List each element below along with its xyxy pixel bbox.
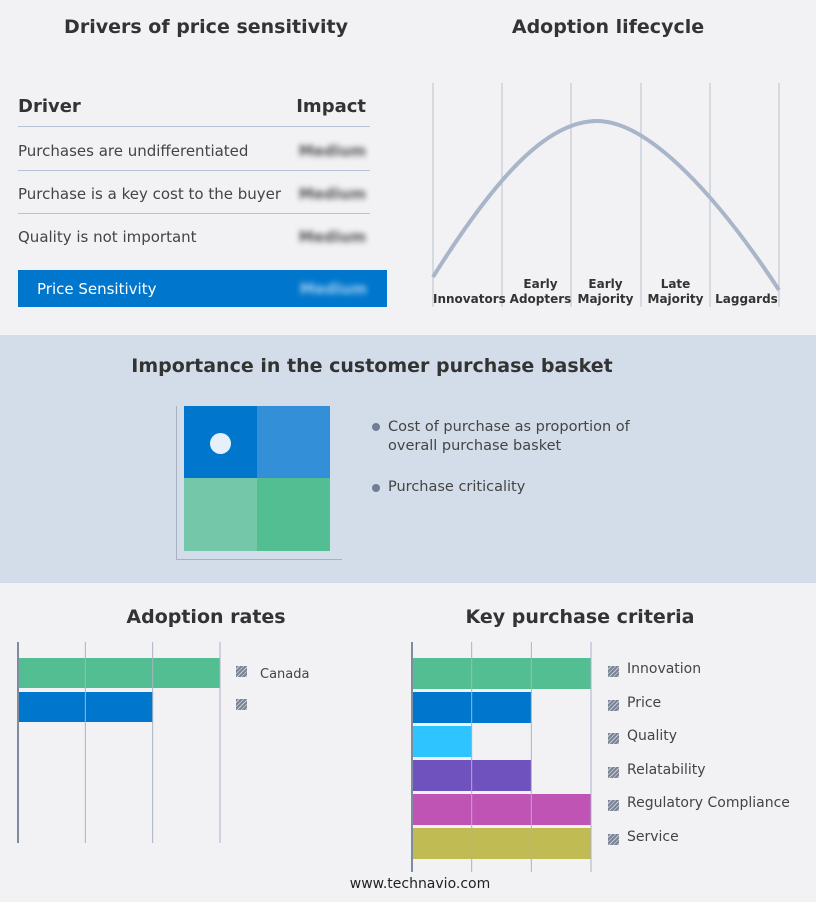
legend-swatch-icon: [608, 800, 619, 812]
legend-label: Price: [627, 694, 662, 711]
driver-row: Purchase is a key cost to the buyer Mediu…: [18, 171, 370, 214]
drivers-title: Drivers of price sensitivity: [64, 16, 348, 38]
adoption-rates-title: Adoption rates: [126, 606, 286, 628]
bar: [412, 658, 591, 689]
legend-label: Canada: [260, 667, 310, 682]
stage-label: Laggards: [715, 292, 778, 306]
driver-row: Purchases are undifferentiated Medium: [18, 128, 370, 171]
matrix-quadrant: [184, 478, 257, 551]
legend-label: Relatability: [627, 761, 706, 778]
bullet-icon: [372, 484, 380, 492]
driver-label: Purchase is a key cost to the buyer: [18, 185, 282, 203]
basket-legend-item: Purchase criticality: [388, 479, 526, 495]
driver-row: Quality is not important Medium: [18, 214, 370, 257]
stage-label: Innovators: [433, 292, 506, 306]
driver-col-header: Driver: [18, 96, 81, 117]
drivers-header: Driver Impact: [18, 84, 370, 127]
footer-url: www.technavio.com: [349, 876, 491, 892]
basket-title: Importance in the customer purchase bask…: [131, 355, 613, 377]
impact-value: Medium: [298, 142, 366, 160]
matrix-y-axis: [176, 406, 177, 560]
legend-swatch-icon: [608, 834, 619, 845]
matrix-quadrant: [257, 478, 330, 551]
bar: [412, 794, 591, 825]
summary-impact: Medium: [299, 280, 367, 298]
legend-label: Quality: [627, 728, 678, 745]
impact-value: Medium: [298, 228, 366, 246]
stage-label: Early Adopters: [509, 277, 572, 306]
adoption-rates-chart: [17, 642, 221, 843]
bar: [18, 658, 220, 688]
legend-swatch-icon: [608, 766, 619, 778]
legend-swatch-icon: [608, 666, 619, 677]
legend-swatch-icon: [236, 666, 247, 677]
bullet-icon: [372, 423, 380, 431]
legend-swatch-icon: [236, 699, 247, 710]
impact-col-header: Impact: [296, 96, 366, 117]
driver-label: Purchases are undifferentiated: [18, 142, 249, 160]
impact-value: Medium: [298, 185, 366, 203]
position-marker: [210, 433, 231, 454]
kpc-title: Key purchase criteria: [465, 606, 695, 628]
legend-label: Regulatory Compliance: [627, 795, 790, 812]
bar: [412, 726, 472, 757]
stage-label: Early Majority: [577, 277, 634, 306]
legend-label: Service: [627, 829, 679, 845]
driver-label: Quality is not important: [18, 228, 197, 246]
price-sensitivity-summary: Price Sensitivity Medium: [18, 270, 387, 307]
matrix-x-axis: [176, 559, 342, 560]
lifecycle-title: Adoption lifecycle: [511, 16, 705, 38]
basket-section: Importance in the customer purchase bask…: [0, 335, 816, 583]
legend-swatch-icon: [608, 699, 619, 711]
stage-label: Late Majority: [647, 277, 704, 306]
bar: [412, 828, 591, 859]
lifecycle-chart: [431, 83, 781, 307]
summary-label: Price Sensitivity: [37, 280, 157, 298]
legend-swatch-icon: [608, 733, 619, 745]
adoption-curve: [431, 118, 781, 292]
legend-label: Innovation: [627, 661, 702, 677]
matrix-quadrant: [257, 406, 330, 478]
basket-legend-item: Cost of purchase as proportion of overal…: [388, 419, 630, 454]
